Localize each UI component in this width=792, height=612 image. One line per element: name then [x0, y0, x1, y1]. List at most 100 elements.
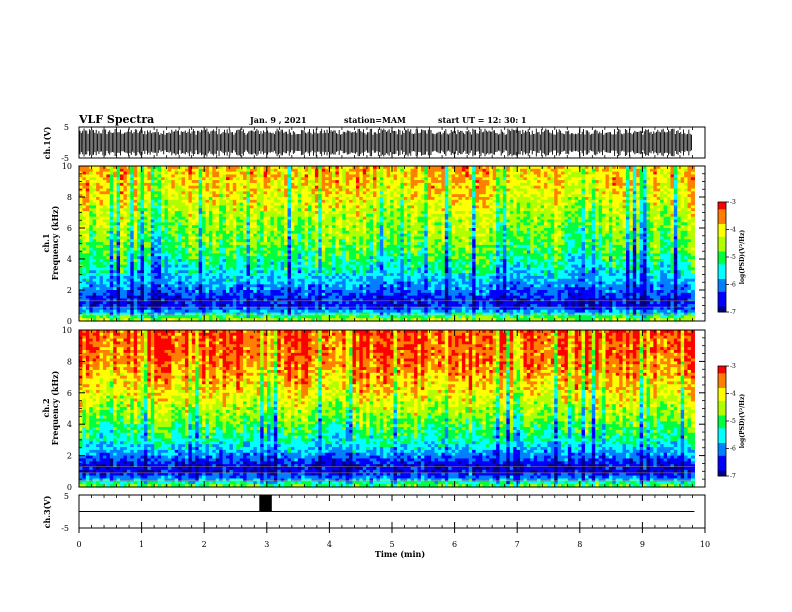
spectrogram-cell [441, 168, 446, 173]
spectrogram-cell [99, 239, 104, 243]
spectrogram-cell [352, 182, 357, 187]
spectrogram-cell [478, 233, 483, 238]
spectrogram-cell [253, 236, 258, 240]
spectrogram-cell [516, 239, 521, 243]
spectrogram-cell [660, 191, 665, 195]
spectrogram-cell [383, 216, 388, 221]
spectrogram-cell [424, 177, 429, 181]
spectrogram-cell [253, 185, 258, 190]
spectrogram-cell [578, 225, 583, 229]
spectrogram-cell [342, 228, 347, 232]
spectrogram-cell [161, 225, 166, 229]
spectrogram-cell [345, 216, 350, 221]
spectrogram-cell [506, 191, 511, 195]
spectrogram-cell [602, 197, 607, 201]
spectrogram-cell [506, 182, 511, 187]
spectrogram-cell [92, 211, 97, 215]
spectrogram-cell [280, 171, 285, 176]
spectrogram-cell [311, 208, 316, 212]
spectrogram-cell [157, 180, 162, 184]
spectrogram-cell [427, 182, 432, 187]
spectrogram-cell [92, 239, 97, 243]
spectrogram-cell [113, 197, 118, 201]
spectrogram-cell [99, 182, 104, 187]
spectrogram-cell [540, 182, 545, 187]
spectrogram-cell [342, 219, 347, 223]
spectrogram-cell [260, 225, 265, 229]
spectrogram-cell [202, 239, 207, 243]
spectrogram-cell [232, 233, 237, 238]
spectrogram-cell [632, 182, 637, 187]
spectrogram-cell [106, 211, 111, 215]
spectrogram-cell [164, 236, 169, 240]
spectrogram-cell [113, 239, 118, 243]
spectrogram-cell [608, 185, 613, 190]
spectrogram-cell [690, 205, 695, 209]
spectrogram-cell [482, 180, 487, 184]
spectrogram-cell [516, 185, 521, 190]
spectrogram-cell [184, 199, 189, 204]
spectrogram-cell [684, 182, 689, 187]
spectrogram-cell [82, 236, 87, 240]
spectrogram-cell [595, 194, 600, 198]
spectrogram-cell [420, 185, 425, 190]
spectrogram-cell [181, 225, 186, 229]
spectrogram-cell [335, 228, 340, 232]
spectrogram-cell [427, 174, 432, 178]
spectrogram-cell [109, 185, 114, 190]
spectrogram-cell [96, 205, 101, 209]
spectrogram-cell [345, 180, 350, 184]
spectrogram-cell [427, 219, 432, 223]
spectrogram-cell [458, 188, 463, 192]
spectrogram-cell [188, 219, 193, 223]
spectrogram-cell [690, 208, 695, 212]
spectrogram-cell [92, 230, 97, 235]
spectrogram-cell [113, 188, 118, 192]
spectrogram-cell [267, 219, 272, 223]
spectrogram-cell [581, 174, 586, 178]
spectrogram-cell [164, 211, 169, 215]
spectrogram-cell [219, 171, 224, 176]
spectrogram-cell [126, 185, 131, 190]
spectrogram-cell [277, 239, 282, 243]
spectrogram-cell [571, 166, 576, 170]
spectrogram-cell [267, 202, 272, 207]
spectrogram-cell [667, 166, 672, 170]
spectrogram-cell [690, 182, 695, 187]
spectrogram-cell [106, 166, 111, 170]
spectrogram-cell [472, 194, 477, 198]
spectrogram-cell [273, 194, 278, 198]
spectrogram-cell [619, 225, 624, 229]
spectrogram-cell [243, 177, 248, 181]
spectrogram-cell [215, 230, 220, 235]
spectrogram-cell [181, 171, 186, 176]
spectrogram-cell [113, 182, 118, 187]
spectrogram-cell [253, 222, 258, 226]
spectrogram-cell [243, 191, 248, 195]
spectrogram-cell [543, 239, 548, 243]
spectrogram-cell [653, 182, 658, 187]
spectrogram-cell [656, 211, 661, 215]
spectrogram-cell [424, 174, 429, 178]
spectrogram-cell [236, 191, 241, 195]
spectrogram-cell [96, 168, 101, 173]
spectrogram-cell [171, 236, 176, 240]
spectrogram-cell [506, 188, 511, 192]
spectrogram-cell [396, 233, 401, 238]
spectrogram-cell [499, 230, 504, 235]
spectrogram-cell [154, 213, 159, 218]
spectrogram-cell [208, 225, 213, 229]
spectrogram-cell [366, 177, 371, 181]
spectrogram-cell [239, 182, 244, 187]
spectrogram-cell [355, 199, 360, 204]
spectrogram-cell [557, 191, 562, 195]
spectrogram-cell [591, 213, 596, 218]
spectrogram-cell [598, 197, 603, 201]
spectrogram-cell [434, 188, 439, 192]
spectrogram-cell [396, 188, 401, 192]
spectrogram-cell [137, 225, 142, 229]
spectrogram-cell [465, 182, 470, 187]
spectrogram-cell [581, 191, 586, 195]
spectrogram-cell [667, 199, 672, 204]
spectrogram-cell [383, 185, 388, 190]
